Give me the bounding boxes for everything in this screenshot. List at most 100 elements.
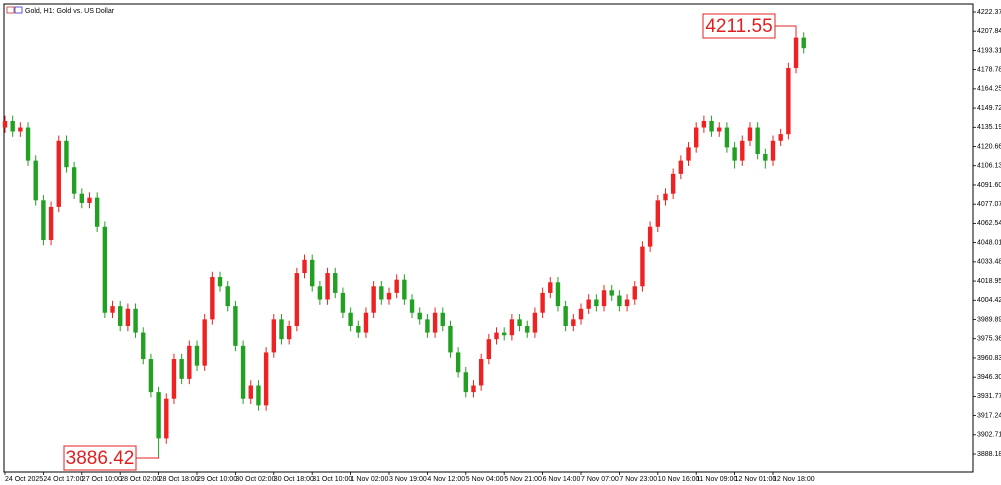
y-tick-label: 4048.01	[977, 239, 1001, 246]
candle-body	[302, 259, 307, 274]
candle-body	[440, 312, 445, 326]
annotation-box	[63, 445, 137, 471]
candle-body	[217, 277, 223, 287]
x-tick-label: 5 Nov 04:00	[466, 476, 504, 483]
candle-body	[678, 160, 684, 174]
candle-body	[294, 273, 300, 326]
candle-body	[409, 299, 415, 313]
candle-body	[356, 325, 361, 333]
candle-body	[125, 308, 131, 326]
candle-body	[94, 197, 100, 227]
candle-body	[179, 359, 184, 379]
candle-body	[455, 352, 461, 373]
candle-body	[555, 282, 561, 307]
candle-body	[525, 325, 530, 333]
x-tick-label: 30 Oct 02:00	[235, 476, 275, 483]
candle-body	[601, 290, 607, 307]
candle-body	[532, 312, 538, 333]
candle-body	[333, 273, 338, 293]
candle-body	[609, 290, 614, 296]
candle-body	[801, 37, 806, 49]
candle-body	[478, 359, 484, 386]
candle-body	[248, 385, 253, 399]
x-tick-label: 10 Nov 16:00	[658, 476, 700, 483]
candle-body	[194, 345, 200, 366]
candle-body	[686, 147, 691, 161]
y-tick-label: 4135.19	[977, 124, 1001, 131]
plot-area	[3, 3, 974, 473]
candle-body	[141, 332, 146, 360]
y-tick-label: 4033.48	[977, 259, 1001, 266]
candle-body	[770, 140, 776, 161]
candle-body	[793, 37, 799, 69]
y-tick-label: 3917.24	[977, 412, 1001, 419]
annotation-label: 4211.55	[705, 16, 772, 37]
candle-body	[402, 279, 407, 300]
candle-body	[148, 359, 154, 393]
y-tick-label: 3888.18	[977, 451, 1001, 458]
candle-body	[701, 120, 707, 128]
y-tick-label: 4178.78	[977, 66, 1001, 73]
icon	[14, 6, 23, 14]
candle-body	[578, 308, 584, 320]
candle-body	[64, 140, 69, 168]
candle-body	[187, 345, 192, 379]
candle-body	[87, 197, 92, 203]
candle-body	[617, 295, 622, 307]
candle-body	[271, 319, 276, 353]
candle-body	[394, 279, 399, 293]
candle-body	[655, 200, 660, 227]
y-tick-label: 3989.89	[977, 316, 1001, 323]
x-tick-label: 27 Oct 10:00	[82, 476, 122, 483]
candle-body	[778, 134, 783, 141]
candle-body	[717, 127, 722, 132]
candle-body	[325, 273, 330, 300]
y-tick-label: 3960.83	[977, 355, 1001, 362]
candle-body	[363, 312, 369, 333]
x-tick-label: 7 Nov 23:00	[619, 476, 657, 483]
candle-body	[432, 312, 438, 333]
candle-body	[571, 319, 576, 326]
y-tick-label: 4077.07	[977, 201, 1001, 208]
candle-body	[71, 167, 77, 194]
candle-body	[463, 372, 468, 393]
chart-title: Gold, H1: Gold vs. US Dollar	[25, 8, 115, 15]
y-tick-label: 4149.72	[977, 105, 1001, 112]
candle-body	[755, 127, 760, 155]
y-tick-label: 4164.25	[977, 86, 1001, 93]
candle-body	[548, 282, 553, 293]
candle-body	[10, 120, 15, 132]
y-tick-label: 4062.54	[977, 220, 1001, 227]
candle-body	[41, 200, 46, 240]
candle-body	[371, 286, 376, 313]
candle-body	[233, 306, 238, 346]
candle-body	[663, 193, 668, 201]
candle-body	[417, 312, 422, 320]
candle-body	[694, 127, 699, 148]
annotation-leader	[136, 456, 160, 459]
candle-body	[48, 206, 54, 240]
candle-body	[110, 306, 115, 313]
icon	[6, 6, 15, 14]
candle-body	[709, 120, 714, 132]
x-tick-label: 28 Oct 18:00	[159, 476, 199, 483]
candle-body	[486, 339, 492, 360]
candle-body	[448, 325, 453, 353]
candle-body	[133, 308, 138, 333]
candle-body	[156, 392, 161, 439]
candle-body	[202, 319, 207, 366]
candle-body	[724, 127, 730, 148]
y-tick-label: 4004.42	[977, 297, 1001, 304]
x-tick-label: 24 Oct 2025	[5, 476, 43, 483]
candle-body	[624, 299, 630, 307]
x-tick-label: 12 Nov 01:00	[735, 476, 777, 483]
candle-body	[102, 226, 108, 313]
x-tick-label: 6 Nov 14:00	[543, 476, 581, 483]
candle-body	[732, 147, 737, 161]
y-tick-label: 3946.30	[977, 374, 1001, 381]
candle-body	[279, 319, 284, 340]
candle-body	[240, 345, 246, 399]
candle-body	[786, 68, 791, 135]
x-tick-label: 1 Nov 02:00	[351, 476, 389, 483]
